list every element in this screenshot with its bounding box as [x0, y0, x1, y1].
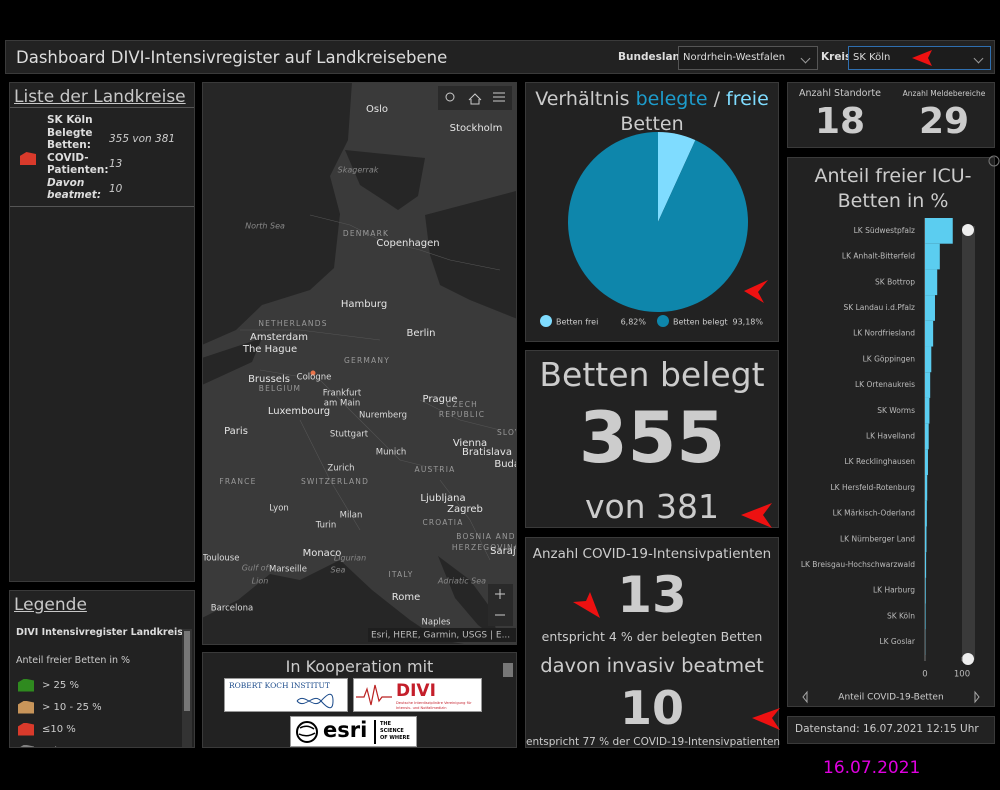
field-label: COVID-Patienten:	[47, 152, 109, 176]
map-panel[interactable]	[202, 82, 517, 645]
bar-title: Anteil freier ICU-Betten in %	[814, 165, 972, 212]
legend-classes: > 25 % > 10 - 25 % ≤10 % Keine Daten	[10, 671, 103, 748]
panel-title: Legende	[14, 595, 87, 615]
item-name: SK Köln	[47, 114, 93, 126]
covid-value: 13	[617, 566, 687, 624]
scrollbar[interactable]	[503, 663, 513, 677]
bar-panel: Anteil freier ICU-Betten in %	[787, 157, 995, 707]
rki-logo: ROBERT KOCH INSTITUT	[224, 678, 348, 712]
legend-swatch	[18, 722, 34, 736]
ventilated-value: 10	[619, 681, 684, 735]
filter-label: Bundesland	[618, 51, 688, 63]
header: Dashboard DIVI-Intensivregister auf Land…	[5, 40, 995, 74]
date-panel: Datenstand: 16.07.2021 12:15 Uhr	[787, 716, 995, 744]
field-value: 355 von 381	[109, 133, 176, 145]
divider	[374, 720, 376, 744]
legend-field: Anteil freier Betten in %	[16, 655, 131, 666]
title-part: Betten	[620, 113, 684, 135]
covid-note: entspricht 4 % der belegten Betten	[541, 629, 763, 644]
count-value: 18	[814, 101, 866, 142]
logo-slogan: THE SCIENCE OF WHERE	[380, 721, 410, 741]
globe-lines	[298, 725, 316, 737]
legend-swatch	[18, 678, 34, 692]
logo-text: DIVI	[396, 681, 436, 701]
beds-value: 355	[578, 397, 726, 479]
dropdown[interactable]: SK Köln	[848, 46, 991, 70]
logo-subtitle: Deutsche Interdisziplinäre Vereinigung f…	[396, 701, 472, 710]
legend-swatch	[18, 700, 34, 714]
logo-text: ROBERT KOCH INSTITUT	[229, 681, 330, 690]
field-value: 10	[109, 183, 123, 195]
legend-label: Keine Daten	[42, 746, 103, 748]
title-part: freie	[726, 88, 769, 110]
title-part: /	[713, 88, 720, 110]
item-symbol	[20, 152, 36, 165]
legend-item: ≤10 %	[18, 721, 103, 737]
counts-panel: Anzahl Standorte 18 Anzahl Meldebereiche…	[787, 82, 995, 148]
legend-item: Keine Daten	[18, 743, 103, 748]
legend-item: > 10 - 25 %	[18, 699, 103, 715]
divi-logo: DIVI Deutsche Interdisziplinäre Vereinig…	[353, 678, 482, 712]
field-value: 13	[109, 158, 123, 170]
covid-panel: Anzahl COVID-19-Intensivpatienten 13 ent…	[525, 537, 781, 748]
field-label: Davon beatmet:	[47, 177, 102, 201]
legend-layer: DIVI Intensivregister Landkreise	[16, 627, 190, 638]
legend-item: > 25 %	[18, 677, 103, 693]
ventilated-title: davon invasiv beatmet	[540, 654, 764, 677]
dashboard-title: Dashboard DIVI-Intensivregister auf Land…	[16, 48, 448, 67]
count-value: 29	[918, 101, 970, 142]
beds-title: Betten belegt	[539, 355, 765, 394]
count-label: Anzahl Meldebereiche	[902, 89, 986, 98]
pulse	[356, 684, 392, 706]
dropdown[interactable]: Nordrhein-Westfalen	[678, 46, 818, 70]
logo-graphic	[296, 721, 318, 743]
field-label: Belegte Betten:	[47, 127, 93, 151]
beds-total: von 381	[584, 487, 720, 526]
scrollbar[interactable]	[182, 629, 192, 747]
pie-title: Verhältnis belegte / freie Betten	[526, 87, 778, 137]
beds-panel: Betten belegt 355 von 381	[525, 350, 779, 528]
panel-title: In Kooperation mit	[285, 657, 434, 676]
title-part: Verhältnis	[535, 88, 630, 110]
legend-label: > 10 - 25 %	[42, 701, 102, 713]
esri-logo: esri THE SCIENCE OF WHERE	[290, 716, 417, 747]
logo-graphic	[356, 684, 392, 706]
ventilated-note: entspricht 77 % der COVID-19-Intensivpat…	[526, 736, 781, 748]
legend-label: ≤10 %	[42, 723, 76, 735]
helix	[296, 693, 334, 709]
covid-title: Anzahl COVID-19-Intensivpatienten	[532, 546, 772, 562]
legend-swatch	[18, 744, 34, 747]
logo-graphic	[296, 693, 334, 709]
globe	[296, 721, 318, 743]
legend-panel: Legende DIVI Intensivregister Landkreise…	[9, 590, 195, 748]
date-text: Datenstand: 16.07.2021 12:15 Uhr	[795, 723, 979, 735]
separator	[10, 107, 194, 108]
panel-title: Liste der Landkreise	[14, 87, 186, 107]
filter-label: Kreis	[821, 51, 852, 63]
count-label: Anzahl Standorte	[799, 88, 881, 99]
logo-text: esri	[323, 718, 368, 742]
legend-label: > 25 %	[42, 679, 79, 691]
title-part: belegte	[635, 88, 708, 110]
date-stamp: 16.07.2021	[823, 758, 921, 778]
pie-panel: Verhältnis belegte / freie Betten	[525, 82, 779, 342]
list-panel: Liste der Landkreise SK Köln Belegte Bet…	[9, 82, 195, 582]
list-item[interactable]: SK Köln Belegte Betten: 355 von 381 COVID…	[10, 109, 194, 207]
